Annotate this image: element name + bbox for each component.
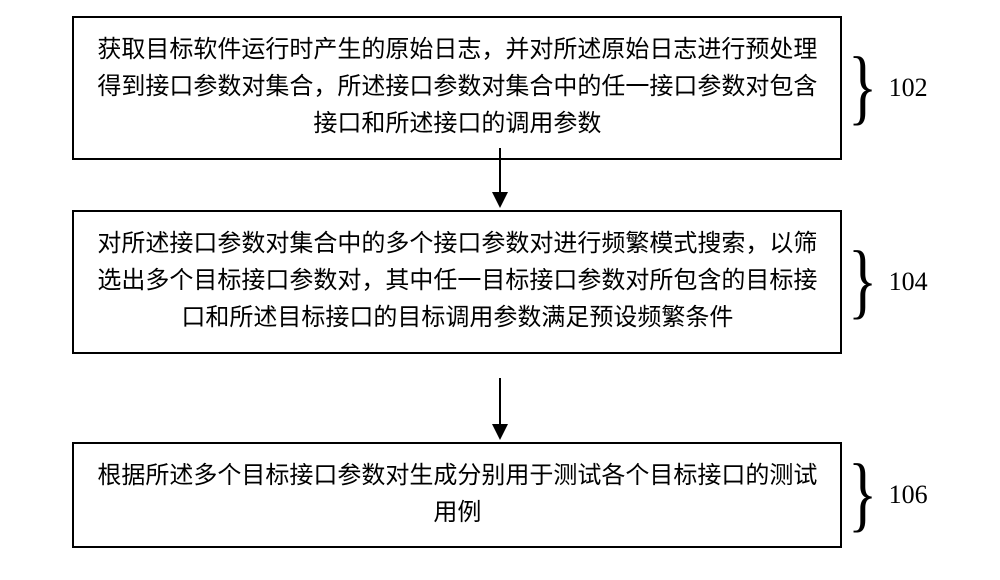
step-box-104: 对所述接口参数对集合中的多个接口参数对进行频繁模式搜索，以筛选出多个目标接口参数… [72, 210, 842, 354]
step-label-104: } 104 [848, 263, 927, 301]
step-number-104: 104 [889, 267, 928, 297]
step-row-102: 获取目标软件运行时产生的原始日志，并对所述原始日志进行预处理得到接口参数对集合，… [0, 16, 1000, 160]
step-number-102: 102 [889, 73, 928, 103]
brace-icon: } [848, 46, 877, 130]
arrow-102-104 [488, 148, 512, 208]
step-label-106: } 106 [848, 476, 927, 514]
brace-icon: } [848, 453, 877, 537]
step-text-102: 获取目标软件运行时产生的原始日志，并对所述原始日志进行预处理得到接口参数对集合，… [97, 37, 817, 137]
step-text-104: 对所述接口参数对集合中的多个接口参数对进行频繁模式搜索，以筛选出多个目标接口参数… [97, 231, 817, 331]
step-text-106: 根据所述多个目标接口参数对生成分别用于测试各个目标接口的测试用例 [97, 463, 817, 526]
arrow-104-106 [488, 378, 512, 440]
flowchart-container: 获取目标软件运行时产生的原始日志，并对所述原始日志进行预处理得到接口参数对集合，… [0, 0, 1000, 580]
step-box-106: 根据所述多个目标接口参数对生成分别用于测试各个目标接口的测试用例 [72, 442, 842, 548]
step-row-104: 对所述接口参数对集合中的多个接口参数对进行频繁模式搜索，以筛选出多个目标接口参数… [0, 210, 1000, 354]
brace-icon: } [848, 240, 877, 324]
step-label-102: } 102 [848, 69, 927, 107]
step-number-106: 106 [889, 480, 928, 510]
step-row-106: 根据所述多个目标接口参数对生成分别用于测试各个目标接口的测试用例 } 106 [0, 442, 1000, 548]
step-box-102: 获取目标软件运行时产生的原始日志，并对所述原始日志进行预处理得到接口参数对集合，… [72, 16, 842, 160]
